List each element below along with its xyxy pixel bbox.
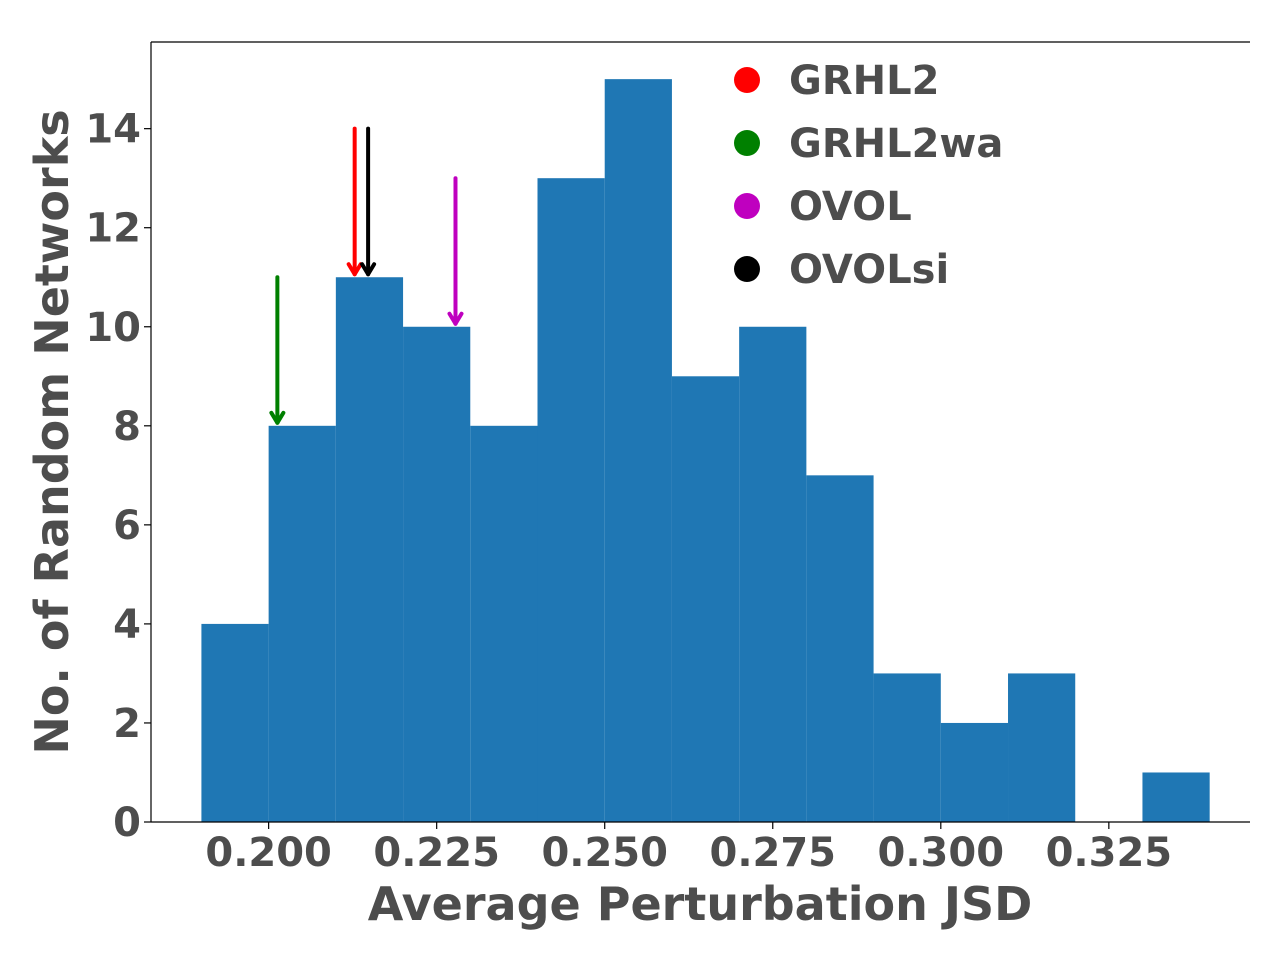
ticks-layer: 0.200 0.225 0.250 0.275 0.300 0.325 0 2 4 6 8 10 12 1… xyxy=(85,107,1172,876)
y-tick-label: 10 xyxy=(85,305,141,351)
x-tick-label: 0.250 xyxy=(541,830,668,876)
histogram-bar xyxy=(806,475,874,822)
histogram-bar xyxy=(604,79,672,822)
legend: GRHL2 GRHL2wa OVOL OVOLsi xyxy=(734,58,1003,293)
legend-label-grhl2: GRHL2 xyxy=(789,58,939,104)
y-tick-label: 6 xyxy=(113,503,141,549)
histogram-bar xyxy=(1008,673,1076,822)
x-tick-label: 0.275 xyxy=(709,830,836,876)
histogram-bar xyxy=(537,178,605,822)
markers-layer xyxy=(269,126,464,425)
y-tick-label: 2 xyxy=(113,701,141,747)
legend-label-grhl2wa: GRHL2wa xyxy=(789,121,1003,167)
histogram-bar xyxy=(201,623,269,822)
y-tick-label: 14 xyxy=(85,107,141,153)
legend-label-ovol: OVOL xyxy=(789,184,912,230)
histogram-bar xyxy=(1142,772,1210,822)
legend-dot-ovol xyxy=(734,193,760,219)
histogram-bar xyxy=(470,425,538,822)
histogram-bar xyxy=(335,277,404,822)
x-tick-label: 0.325 xyxy=(1046,830,1173,876)
legend-dot-grhl2wa xyxy=(734,130,760,156)
arrow-ovol xyxy=(447,176,464,326)
y-tick-label: 0 xyxy=(113,800,141,846)
y-tick-label: 4 xyxy=(113,602,141,648)
arrow-ovolsi xyxy=(360,126,377,277)
x-tick-label: 0.225 xyxy=(373,830,500,876)
histogram-bar xyxy=(268,425,336,822)
bars-layer xyxy=(201,79,1210,822)
y-tick-label: 12 xyxy=(85,206,141,252)
legend-dot-grhl2 xyxy=(734,67,760,93)
histogram-bar xyxy=(873,673,941,822)
arrow-grhl2 xyxy=(346,126,363,277)
histogram-bar xyxy=(671,376,740,822)
x-axis-label: Average Perturbation JSD xyxy=(368,877,1033,931)
legend-label-ovolsi: OVOLsi xyxy=(789,247,949,293)
histogram-bar xyxy=(940,722,1009,822)
legend-dot-ovolsi xyxy=(734,256,760,282)
histogram-bar xyxy=(739,326,807,822)
x-tick-label: 0.300 xyxy=(878,830,1005,876)
histogram-bar xyxy=(403,326,471,822)
y-tick-label: 8 xyxy=(113,404,141,450)
y-axis-label: No. of Random Networks xyxy=(25,109,79,754)
axes-layer xyxy=(150,41,1250,823)
arrow-grhl2wa xyxy=(269,275,286,425)
x-tick-label: 0.200 xyxy=(205,830,332,876)
